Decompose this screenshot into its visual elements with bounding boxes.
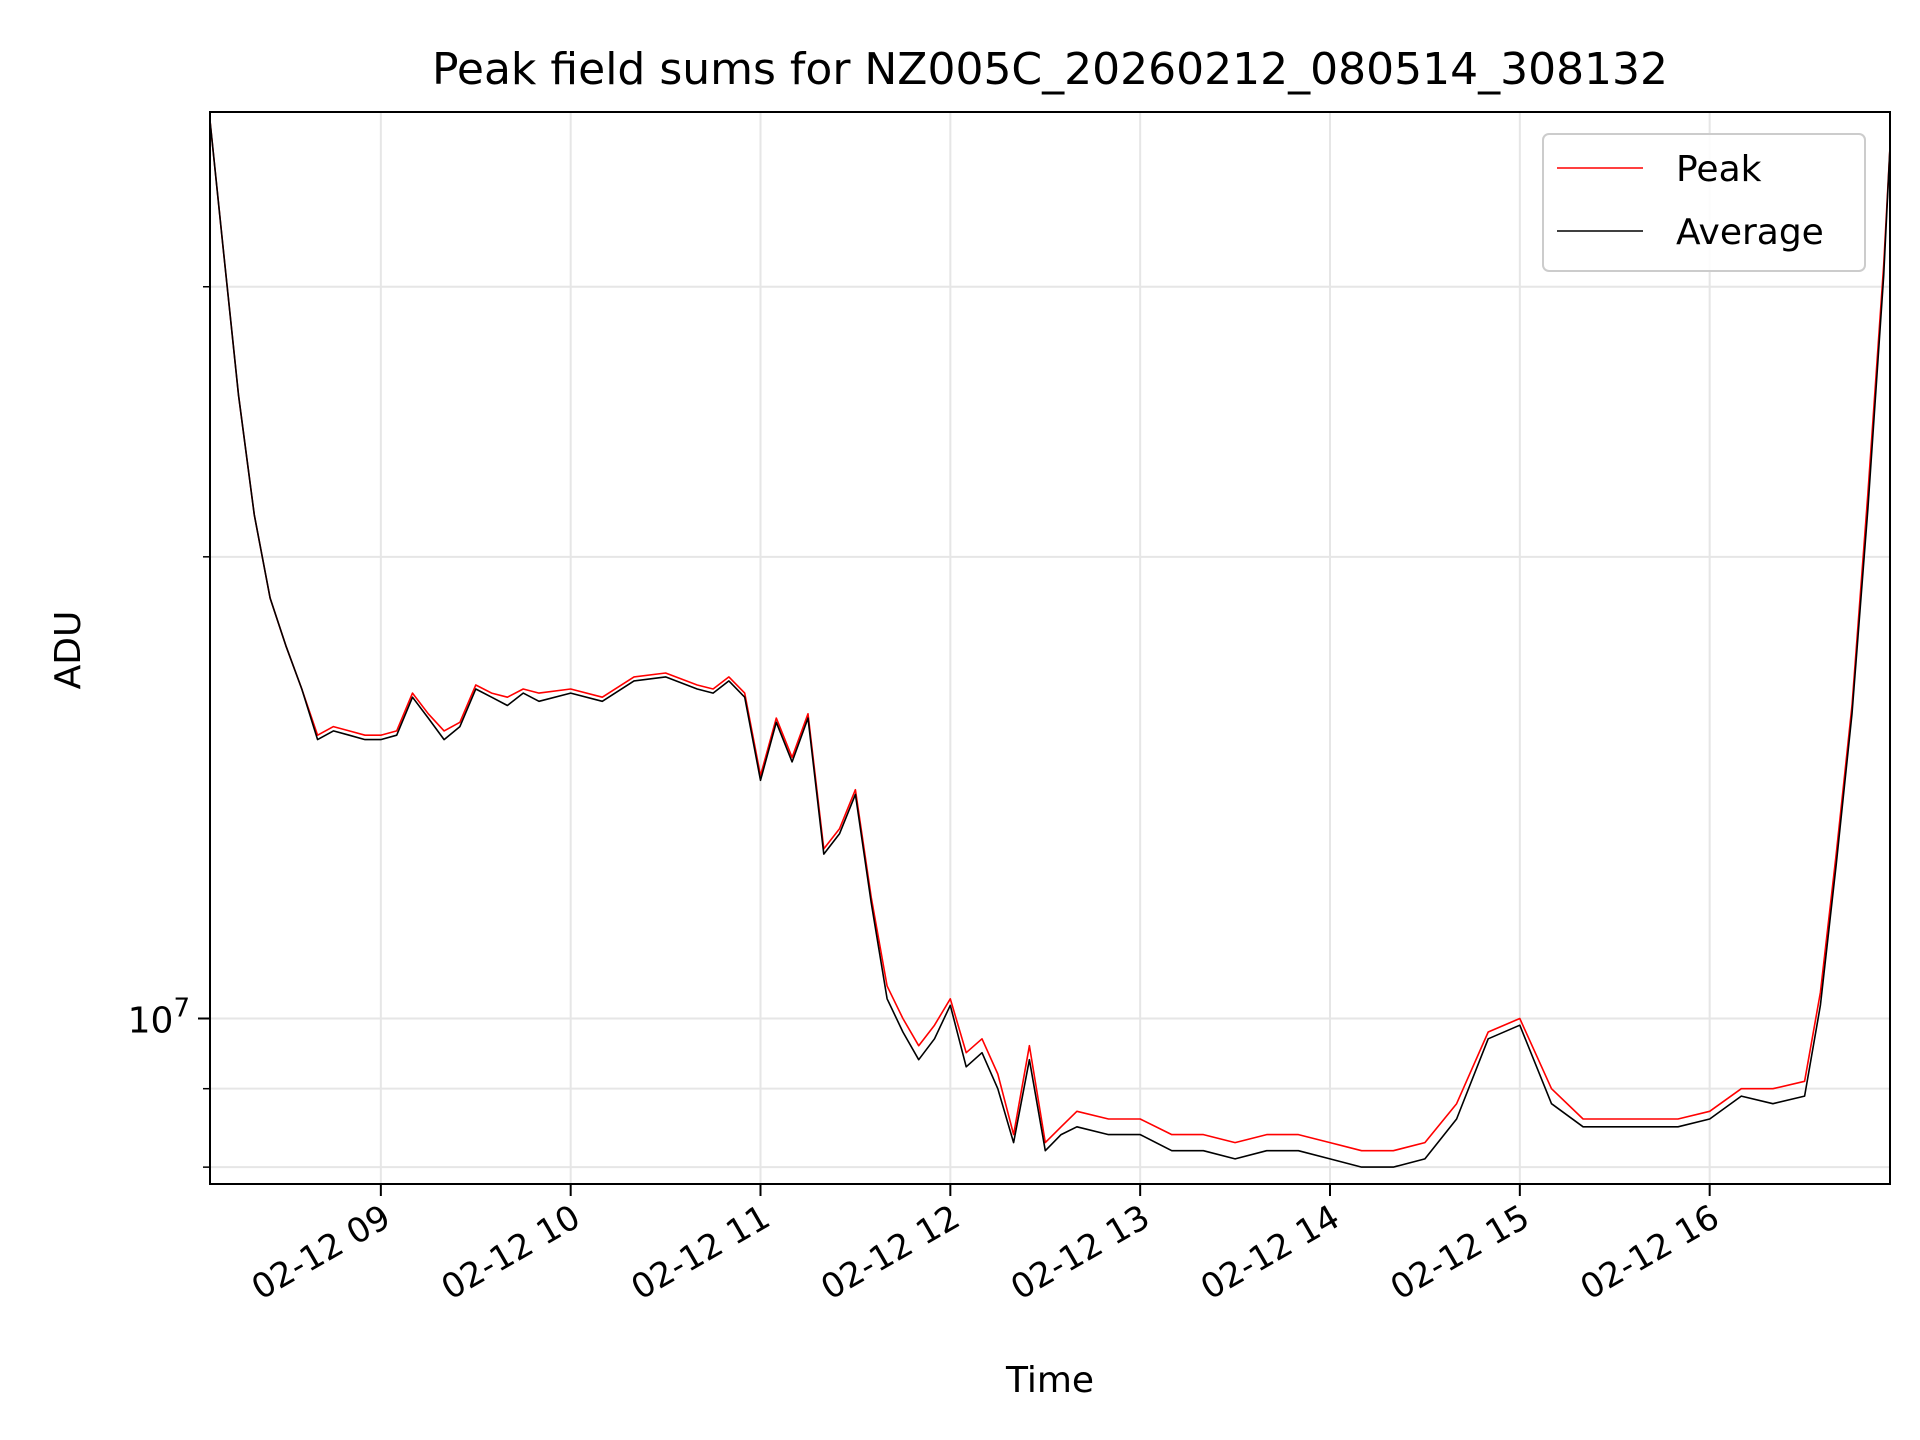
plot-lines (209, 120, 1891, 1168)
y-axis-label: ADU (48, 611, 89, 690)
legend-peak-label: Peak (1676, 149, 1762, 190)
grid (210, 112, 1890, 1184)
plot-frame (209, 111, 1891, 1185)
legend-average-label: Average (1676, 212, 1824, 253)
chart-title: Peak field sums for NZ005C_20260212_0805… (432, 44, 1668, 95)
x-axis-label: Time (1005, 1360, 1094, 1401)
y-tick-label: 107 (128, 994, 190, 1042)
legend: Peak Average (1542, 133, 1866, 272)
average-series-line (209, 120, 1891, 1168)
peak-series-line (209, 120, 1891, 1152)
